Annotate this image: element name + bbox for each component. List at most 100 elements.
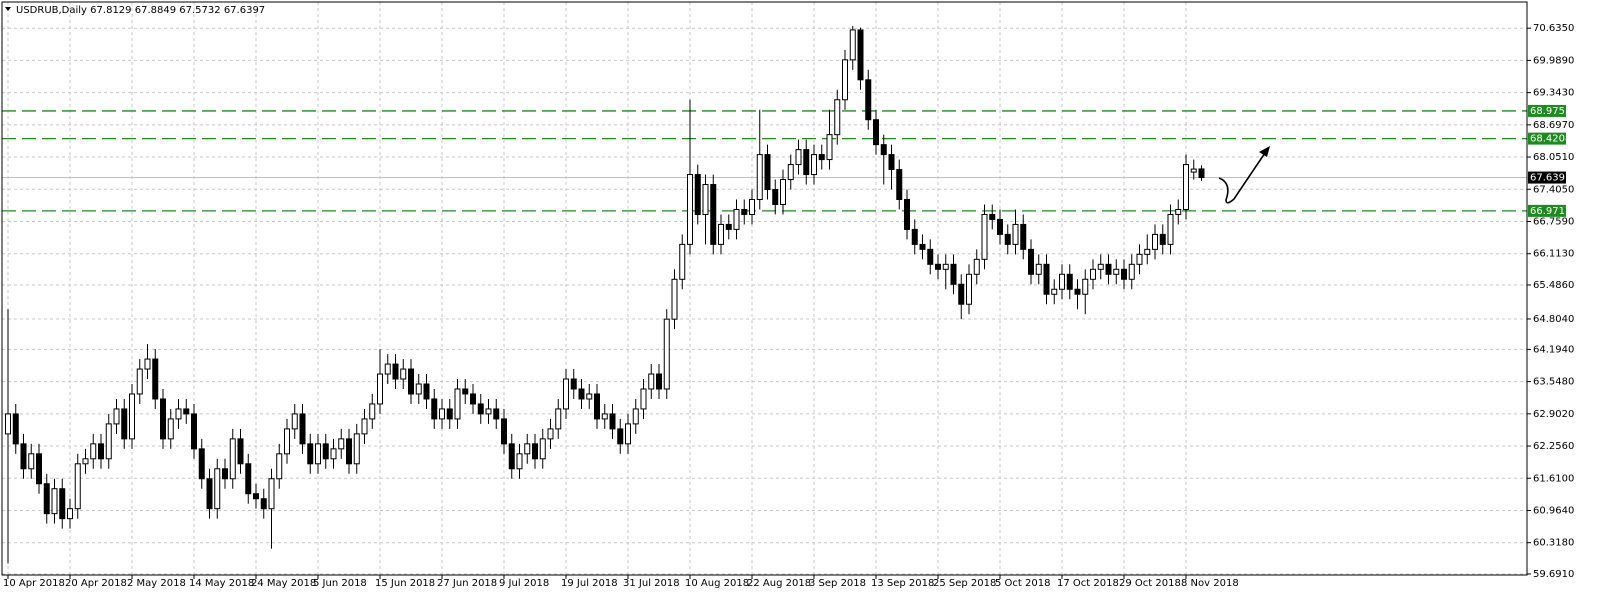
price-label: 67.6397 (1530, 173, 1571, 184)
title-high: 67.8849 (135, 5, 176, 16)
x-tick-label: 27 Jun 2018 (437, 578, 497, 589)
y-tick-label: 67.4050 (1533, 184, 1574, 195)
candle-body (632, 408, 639, 425)
candle-body (423, 383, 430, 400)
candle-body (725, 223, 732, 230)
y-tick-label: 59.6910 (1533, 569, 1574, 580)
candle-body (764, 154, 771, 191)
candle-body (384, 363, 391, 375)
candle-body (935, 263, 941, 270)
candle-body (245, 463, 252, 495)
y-tick-label: 64.8040 (1533, 314, 1574, 325)
x-tick-label: 3 Sep 2018 (809, 578, 866, 589)
candle-body (377, 373, 383, 405)
candle-body (609, 413, 616, 430)
title-low: 67.5732 (179, 5, 220, 16)
candle-body (640, 388, 647, 410)
candle-body (578, 388, 585, 400)
candle-body (795, 149, 802, 166)
candle-body (601, 413, 608, 420)
chart-title: USDRUB,Daily 67.8129 67.8849 67.5732 67.… (16, 5, 265, 16)
candle-body (113, 408, 120, 425)
candle-body (1090, 268, 1096, 280)
candle-body (1159, 233, 1166, 245)
title-close: 67.6397 (224, 5, 265, 16)
forecast-arrow (1218, 146, 1270, 204)
candle-body (1105, 263, 1112, 275)
candle-body (741, 208, 748, 215)
y-tick-label: 68.6970 (1533, 120, 1574, 131)
level-label: 68.4208 (1530, 134, 1571, 145)
candle-body (253, 493, 259, 500)
x-tick-label: 13 Sep 2018 (871, 578, 934, 589)
candle-body (330, 448, 337, 460)
candle-body (121, 408, 128, 440)
candle-body (842, 59, 848, 101)
price-label-box (1528, 171, 1566, 184)
candle-body (1198, 168, 1205, 179)
candle-body (369, 403, 376, 420)
candle-body (803, 149, 810, 176)
candle-body (1074, 288, 1081, 295)
candle-body (493, 408, 500, 420)
candle-body (756, 154, 763, 200)
candle-body (477, 403, 484, 415)
x-tick-label: 5 Oct 2018 (995, 578, 1050, 589)
candle-body (648, 373, 655, 390)
x-tick-label: 2 May 2018 (127, 578, 186, 589)
candle-body (873, 119, 879, 146)
candle-body (865, 79, 872, 121)
candle-body (20, 443, 27, 470)
candle-body (431, 398, 438, 420)
candle-body (51, 488, 58, 515)
candle-body (733, 208, 740, 230)
candle-body (594, 393, 600, 420)
candle-body (307, 443, 314, 465)
title-symbol: USDRUB,Daily (16, 5, 87, 16)
candle-body (183, 408, 190, 415)
candle-body (1136, 253, 1143, 265)
candle-body (563, 378, 569, 410)
candle-body (1128, 263, 1135, 280)
candle-body (1144, 248, 1151, 255)
candle-body (206, 478, 213, 510)
candle-body (1082, 278, 1089, 295)
candle-body (780, 179, 786, 205)
candle-body (229, 438, 236, 480)
x-tick-label: 9 Jul 2018 (499, 578, 549, 589)
x-tick-label: 5 Jun 2018 (313, 578, 367, 589)
candle-body (276, 453, 283, 480)
candle-body (392, 363, 399, 380)
y-tick-label: 61.6100 (1533, 473, 1574, 484)
x-tick-label: 14 May 2018 (189, 578, 254, 589)
candle-body (129, 393, 135, 440)
candle-body (315, 443, 321, 465)
candle-body (43, 483, 50, 515)
candle-body (136, 368, 143, 395)
candle-body (175, 408, 182, 420)
candle-body (454, 388, 461, 420)
arrow-line (1218, 149, 1268, 204)
y-tick-label: 70.6350 (1533, 23, 1574, 34)
candle-body (811, 154, 817, 176)
x-tick-label: 31 Jul 2018 (623, 578, 680, 589)
candle-body (1035, 263, 1042, 275)
candle-body (989, 213, 996, 220)
grid (2, 2, 1527, 575)
candle-body (439, 408, 445, 420)
candle-body (966, 273, 972, 305)
candle-body (1113, 268, 1120, 275)
candle-body (679, 243, 686, 280)
candle-body (539, 438, 546, 460)
candle-body (1175, 208, 1182, 215)
candles (5, 25, 1205, 564)
candle-body (694, 174, 701, 215)
candle-body (834, 99, 841, 136)
y-tick-label: 60.9640 (1533, 505, 1574, 516)
x-tick-label: 19 Jul 2018 (561, 578, 618, 589)
candle-body (849, 29, 856, 61)
candle-body (268, 478, 275, 510)
candle-body (338, 438, 345, 450)
candle-body (927, 248, 934, 265)
